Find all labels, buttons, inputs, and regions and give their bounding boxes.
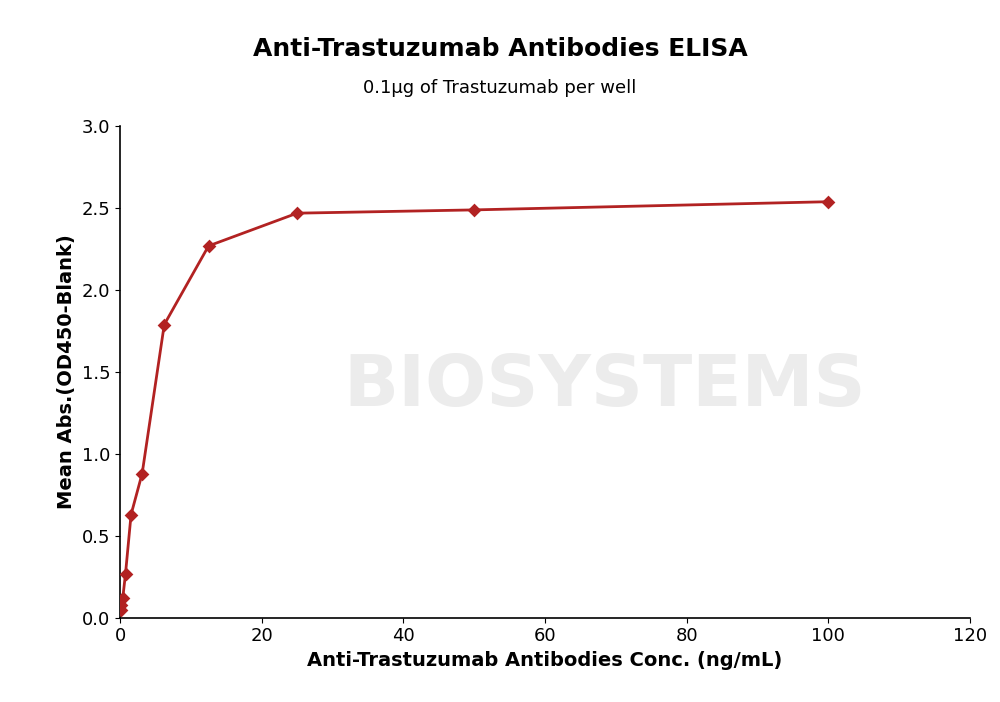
Y-axis label: Mean Abs.(OD450-Blank): Mean Abs.(OD450-Blank) — [57, 234, 76, 510]
Point — [123, 509, 139, 520]
Text: BIOSYSTEMS: BIOSYSTEMS — [343, 352, 866, 421]
Point — [289, 208, 305, 219]
Point — [466, 204, 482, 216]
Point — [820, 196, 836, 207]
Text: 0.1μg of Trastuzumab per well: 0.1μg of Trastuzumab per well — [363, 79, 637, 97]
Point — [156, 319, 172, 330]
Point — [134, 468, 150, 479]
Point — [118, 568, 134, 579]
Point — [201, 240, 217, 251]
Point — [115, 592, 131, 604]
Point — [113, 599, 129, 610]
Text: Anti-Trastuzumab Antibodies ELISA: Anti-Trastuzumab Antibodies ELISA — [253, 37, 747, 61]
Point — [113, 604, 129, 615]
X-axis label: Anti-Trastuzumab Antibodies Conc. (ng/mL): Anti-Trastuzumab Antibodies Conc. (ng/mL… — [307, 651, 783, 670]
